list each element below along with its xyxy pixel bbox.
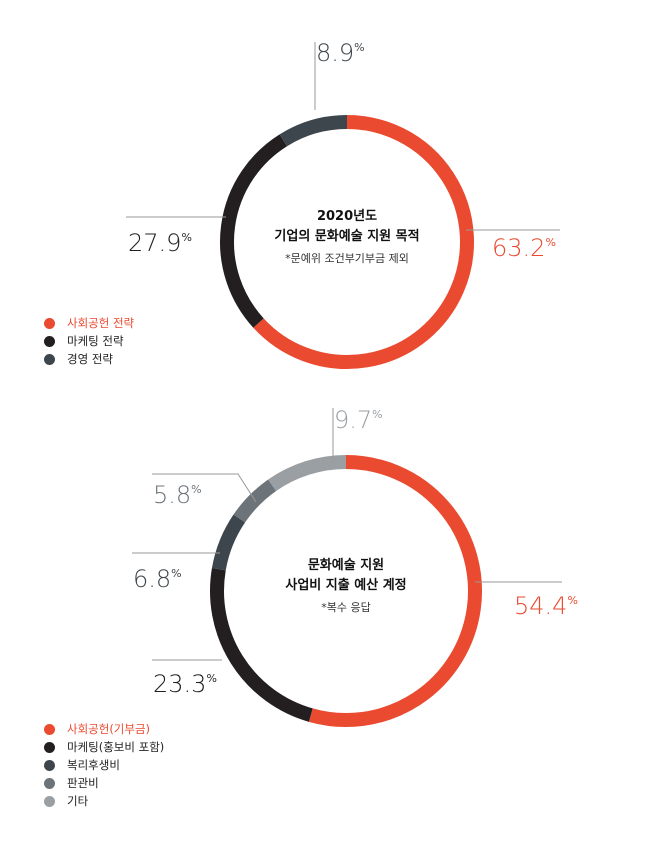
- data-label: 23.3%: [153, 670, 217, 698]
- legend-dot: [44, 335, 55, 347]
- data-label: 8.9%: [316, 39, 365, 67]
- legend-dot: [44, 741, 55, 753]
- chart-subtitle: 사업비 지출 예산 계정: [285, 577, 406, 593]
- legend-item: 기타: [44, 792, 164, 810]
- legend-label: 경영 전략: [67, 352, 113, 366]
- legend-dot: [44, 777, 55, 789]
- legend-item: 판관비: [44, 774, 164, 792]
- legend-label: 복리후생비: [67, 758, 120, 772]
- chart-title: 문화예술 지원: [308, 557, 384, 573]
- legend-dot: [44, 353, 55, 365]
- donut-segment: [233, 479, 277, 523]
- data-label: 54.4%: [514, 592, 578, 620]
- data-label: 5.8%: [153, 481, 202, 509]
- donut-segment: [253, 115, 474, 369]
- legend-label: 마케팅 전략: [67, 334, 124, 348]
- legend-label: 판관비: [67, 776, 99, 790]
- donut-segment: [211, 514, 246, 571]
- data-label: 63.2%: [492, 234, 556, 262]
- donut-segment: [268, 455, 347, 492]
- legend-dot: [44, 723, 55, 735]
- legend-item: 복리후생비: [44, 756, 164, 774]
- legend-dot: [44, 317, 55, 329]
- legend-item: 마케팅 전략: [44, 332, 134, 350]
- leader-line: [152, 473, 257, 503]
- chart-title: 2020년도: [317, 209, 377, 224]
- legend-label: 마케팅(홍보비 포함): [67, 740, 165, 754]
- donut-segment: [308, 455, 482, 727]
- data-label: 9.7%: [334, 406, 383, 434]
- donut-segment: [210, 568, 313, 722]
- legend-label: 기타: [67, 794, 89, 808]
- legend-item: 사회공헌(기부금): [44, 720, 164, 738]
- chart-note: *문예위 조건부기부금 제외: [285, 252, 409, 265]
- legend-label: 사회공헌(기부금): [67, 722, 151, 736]
- donut-segment: [220, 134, 288, 328]
- chart-note: *복수 응답: [321, 601, 370, 614]
- legend-dot: [44, 795, 55, 807]
- data-label: 27.9%: [128, 229, 192, 257]
- chart-subtitle: 기업의 문화예술 지원 목적: [274, 228, 419, 244]
- legend-item: 사회공헌 전략: [44, 314, 134, 332]
- legend-item: 마케팅(홍보비 포함): [44, 738, 164, 756]
- legend-dot: [44, 759, 55, 771]
- donut-segment: [279, 115, 348, 147]
- legend-item: 경영 전략: [44, 350, 134, 368]
- legend-chart-2: 사회공헌(기부금) 마케팅(홍보비 포함) 복리후생비 판관비 기타: [44, 720, 164, 810]
- legend-chart-1: 사회공헌 전략 마케팅 전략 경영 전략: [44, 314, 134, 368]
- data-label: 6.8%: [133, 565, 182, 593]
- legend-label: 사회공헌 전략: [67, 316, 135, 330]
